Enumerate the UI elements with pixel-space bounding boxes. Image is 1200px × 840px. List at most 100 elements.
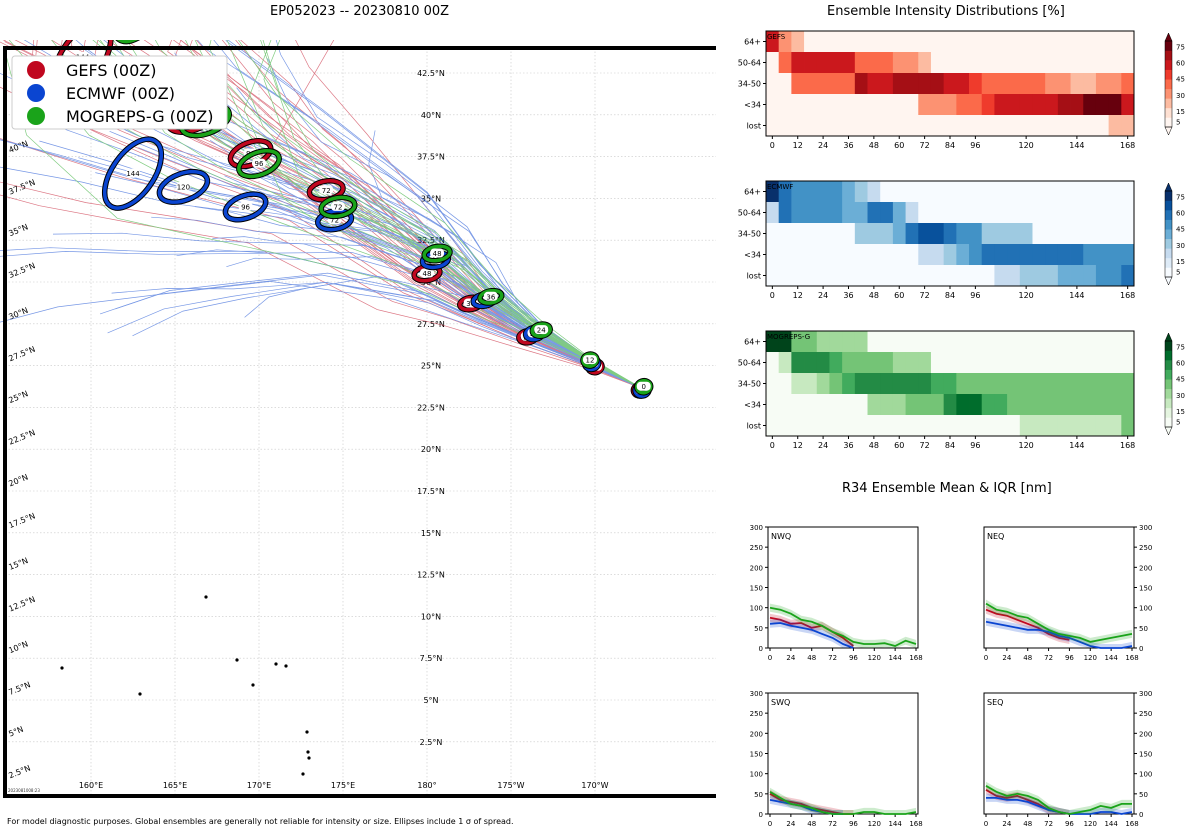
x-tick-label: 24: [1002, 820, 1011, 828]
heatmap-cell: [943, 265, 957, 287]
heatmap-cell: [981, 73, 995, 95]
ellipse-ecmwf: [315, 209, 354, 232]
heatmap-cell: [956, 352, 970, 374]
x-tick-label: 168: [1120, 291, 1135, 300]
ellipse-hour-label: 120: [177, 183, 190, 191]
legend-label: MOGREPS-G (00Z): [66, 107, 213, 126]
heatmap-cell: [918, 394, 932, 416]
heatmap-cell: [1007, 244, 1021, 266]
heatmap-cell: [1083, 352, 1097, 374]
colorbar-tick-label: 45: [1176, 376, 1185, 384]
map-plot-area: 160°E 165°E 170°E 175°E 180° 175°W 170°W 42.5°N…: [0, 40, 716, 796]
category-label: lost: [747, 272, 761, 281]
category-label: lost: [747, 122, 761, 131]
heatmap-cell: [918, 265, 932, 287]
heatmap-cell: [816, 181, 830, 203]
member-track-ecmwf: [107, 282, 643, 389]
heatmap-cell: [969, 73, 983, 95]
x-tick-label: 36: [843, 141, 853, 150]
lon-label: 160°E: [79, 781, 103, 790]
lat-label: 42.5°N: [417, 69, 445, 78]
x-tick-label: 48: [869, 291, 879, 300]
heatmap-cell: [905, 394, 919, 416]
member-track-mogreps-g: [208, 40, 643, 389]
heatmap-cell: [892, 181, 906, 203]
heatmap-cell: [829, 265, 843, 287]
x-tick-label: 120: [1018, 291, 1033, 300]
heatmap-cell: [829, 202, 843, 224]
heatmap-cell: [1108, 181, 1122, 203]
heatmap-cell: [1121, 265, 1135, 287]
y-tick-label: 150: [750, 751, 763, 759]
heatmap-cell: [854, 181, 868, 203]
heatmap-cell: [994, 52, 1008, 74]
x-tick-label: 96: [849, 654, 858, 662]
heatmap-cell: [1045, 181, 1059, 203]
heatmap-cell: [969, 223, 983, 245]
heatmap-cell: [1083, 73, 1097, 95]
heatmap-cell: [842, 223, 856, 245]
colorbar-tick-label: 60: [1176, 60, 1185, 68]
heatmap-cell: [816, 373, 830, 395]
heatmap-cell: [880, 415, 894, 437]
colorbar-segment: [1165, 229, 1172, 240]
island: [284, 664, 288, 668]
heatmap-cell: [1057, 373, 1071, 395]
heatmap-cell: [905, 31, 919, 53]
spread-ellipses: 0122436487296120144168012243648729612014…: [51, 40, 654, 399]
member-track-ecmwf: [99, 274, 643, 389]
heatmap-cell: [1070, 394, 1084, 416]
heatmap-cell: [791, 415, 805, 437]
heatmap-cell: [905, 331, 919, 353]
heatmap-cell: [918, 181, 932, 203]
heatmap-cell: [1083, 373, 1097, 395]
heatmap-cell: [918, 244, 932, 266]
iqr-band-mogreps-g: [986, 599, 1132, 646]
x-tick-label: 144: [1069, 291, 1084, 300]
heatmap-cell: [969, 394, 983, 416]
heatmap-cell: [969, 181, 983, 203]
heatmap-cell: [1070, 94, 1084, 116]
colorbar-top-arrow: [1164, 332, 1173, 342]
colorbar-tick-label: 5: [1176, 269, 1180, 277]
lon-label: 170°W: [581, 781, 608, 790]
main-title: EP052023 -- 20230810 00Z: [270, 4, 450, 19]
heatmap-cell: [880, 223, 894, 245]
heatmap-cell: [905, 415, 919, 437]
heatmap-cell: [981, 394, 995, 416]
heatmap-cell: [1057, 73, 1071, 95]
heatmap-cell: [892, 52, 906, 74]
heatmap-cell: [1007, 265, 1021, 287]
colorbar-mogreps-g: 5 15 30 45 60 75: [1164, 332, 1185, 436]
heatmap-cell: [1032, 52, 1046, 74]
x-tick-label: 144: [888, 654, 902, 662]
x-tick-label: 12: [793, 291, 803, 300]
category-label: 34-50: [738, 380, 761, 389]
legend-marker-2: [27, 107, 45, 125]
heatmap-cell: [791, 223, 805, 245]
heatmap-cell: [766, 73, 780, 95]
heatmap-cell: [1032, 244, 1046, 266]
r34-title: R34 Ensemble Mean & IQR [nm]: [842, 481, 1052, 496]
heatmap-cell: [880, 94, 894, 116]
x-tick-label: 24: [786, 820, 795, 828]
heatmap-cell: [804, 373, 818, 395]
heatmap-cell: [918, 373, 932, 395]
colorbar-tick-label: 5: [1176, 119, 1180, 127]
lat-label: 37.5°N: [417, 153, 445, 162]
island: [306, 750, 310, 754]
x-tick-label: 12: [793, 441, 803, 450]
y-tick-label: 200: [1139, 730, 1152, 738]
heatmap-cell: [1032, 181, 1046, 203]
ellipse-label-box: [238, 201, 253, 211]
heatmap-cell: [892, 373, 906, 395]
heatmap-cell: [892, 265, 906, 287]
x-tick-label: 168: [909, 654, 922, 662]
heatmap-cell: [1007, 115, 1021, 137]
ellipse-label-box: [483, 291, 498, 301]
heatmap-cell: [1045, 244, 1059, 266]
heatmap-cell: [1057, 265, 1071, 287]
heatmap-cell: [1095, 223, 1110, 245]
r34-frame: [767, 526, 919, 649]
x-tick-label: 36: [843, 441, 853, 450]
